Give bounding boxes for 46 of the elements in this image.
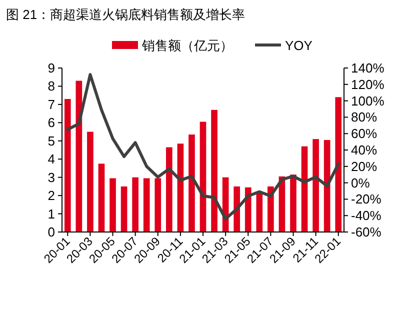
bar (87, 132, 94, 232)
bar (312, 139, 319, 232)
y2-tick-label: -20% (351, 192, 382, 207)
y-tick-label: 0 (48, 224, 55, 240)
y-tick-label: 7 (48, 96, 55, 112)
line-series (66, 73, 340, 220)
bar (98, 164, 105, 232)
y2-tick-label: 100% (351, 93, 385, 108)
bar (256, 192, 263, 232)
bar (290, 174, 296, 232)
y2-tick-label: -40% (351, 208, 382, 224)
y-tick-label: 6 (48, 115, 55, 130)
bar (200, 122, 206, 232)
bar (188, 134, 195, 232)
y2-tick-label: 20% (351, 158, 378, 174)
bar (244, 187, 252, 232)
bar (110, 178, 116, 232)
bar (335, 97, 342, 232)
y2-tick-label: 80% (351, 110, 378, 125)
y-tick-label: 2 (48, 188, 55, 204)
y-tick-label: 9 (48, 60, 55, 76)
y2-tick-label: 0% (351, 175, 370, 190)
y2-tick-label: -60% (351, 224, 382, 240)
legend-label: 销售额（亿元） (141, 38, 233, 53)
bar (143, 178, 150, 232)
bar (234, 186, 240, 232)
bar (154, 178, 162, 232)
bar (177, 144, 184, 232)
bar (301, 146, 308, 232)
legend-label: YOY (285, 38, 313, 53)
bar (268, 186, 274, 232)
y-tick-label: 5 (48, 133, 55, 148)
y-tick-label: 3 (48, 170, 55, 185)
bar (64, 98, 71, 232)
bar (132, 177, 138, 232)
bar (120, 186, 128, 232)
y2-tick-label: 40% (351, 142, 378, 158)
bar (166, 147, 172, 232)
bar (211, 110, 218, 232)
y2-tick-label: 60% (351, 126, 378, 142)
chart-title: 图 21：商超渠道火锅底料销售额及增长率 (6, 7, 246, 22)
y-tick-label: 8 (48, 78, 55, 94)
y-tick-label: 1 (48, 206, 55, 222)
y2-tick-label: 140% (351, 60, 385, 76)
y-tick-label: 4 (48, 152, 55, 167)
y2-tick-label: 120% (351, 76, 385, 92)
